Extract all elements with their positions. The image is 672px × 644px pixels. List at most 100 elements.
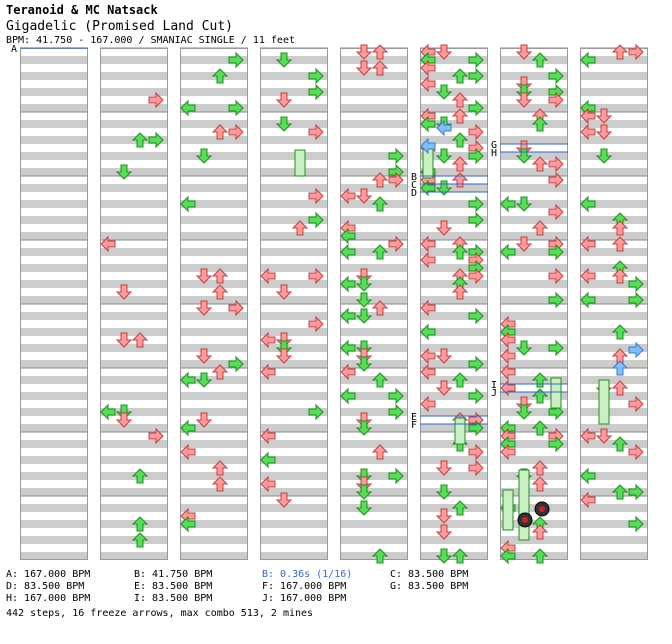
step-arrow bbox=[131, 468, 149, 484]
measure-stripe bbox=[420, 104, 488, 112]
step-arrow bbox=[435, 548, 453, 564]
step-arrow bbox=[500, 195, 516, 213]
step-arrow bbox=[468, 267, 484, 285]
legend-d: D: 83.500 BPM bbox=[6, 581, 85, 592]
step-arrow bbox=[195, 300, 213, 316]
measure-stripe bbox=[260, 280, 328, 288]
step-arrow bbox=[548, 203, 564, 221]
step-arrow bbox=[275, 492, 293, 508]
step-arrow bbox=[468, 147, 484, 165]
measure-stripe bbox=[20, 344, 88, 352]
measure-stripe bbox=[420, 56, 488, 64]
legend-f: F: 167.000 BPM bbox=[262, 581, 347, 592]
step-arrow bbox=[115, 332, 133, 348]
measure-stripe bbox=[580, 392, 648, 400]
step-arrow bbox=[308, 83, 324, 101]
step-arrow bbox=[580, 267, 596, 285]
blue-arrow bbox=[628, 341, 644, 359]
measure-stripe bbox=[260, 72, 328, 80]
measure-stripe bbox=[580, 152, 648, 160]
step-arrow bbox=[195, 372, 213, 388]
step-arrow bbox=[515, 92, 533, 108]
step-arrow bbox=[371, 44, 389, 60]
step-arrow bbox=[451, 92, 469, 108]
measure-stripe bbox=[500, 184, 568, 192]
measure-stripe bbox=[180, 216, 248, 224]
step-arrow bbox=[435, 460, 453, 476]
blue-arrow bbox=[611, 360, 629, 376]
measure-stripe bbox=[260, 472, 328, 480]
step-arrow bbox=[371, 548, 389, 564]
measure-stripe bbox=[260, 200, 328, 208]
step-arrow bbox=[420, 347, 436, 365]
measure-stripe bbox=[500, 104, 568, 112]
measure-stripe bbox=[500, 488, 568, 496]
step-arrow bbox=[260, 451, 276, 469]
measure-stripe bbox=[100, 200, 168, 208]
measure-stripe bbox=[260, 56, 328, 64]
measure-stripe bbox=[420, 456, 488, 464]
measure-stripe bbox=[580, 296, 648, 304]
legend-i: I: 83.500 BPM bbox=[134, 593, 213, 604]
step-arrow bbox=[628, 291, 644, 309]
step-arrow bbox=[548, 91, 564, 109]
step-arrow bbox=[595, 108, 613, 124]
step-arrow bbox=[211, 124, 229, 140]
measure-stripe bbox=[100, 328, 168, 336]
measure-stripe bbox=[260, 264, 328, 272]
step-arrow bbox=[468, 51, 484, 69]
step-arrow bbox=[115, 284, 133, 300]
step-arrow bbox=[435, 84, 453, 100]
step-arrow bbox=[548, 267, 564, 285]
freeze-arrow bbox=[294, 149, 306, 177]
legend-g: G: 83.500 BPM bbox=[390, 581, 469, 592]
step-arrow bbox=[148, 427, 164, 445]
step-arrow bbox=[531, 548, 549, 564]
measure-stripe bbox=[100, 376, 168, 384]
measure-stripe bbox=[260, 552, 328, 560]
step-arrow bbox=[355, 308, 373, 324]
step-arrow bbox=[371, 60, 389, 76]
step-arrow bbox=[308, 315, 324, 333]
step-arrow bbox=[355, 484, 373, 500]
song-artist: Teranoid & MC Natsack bbox=[6, 3, 158, 17]
step-arrow bbox=[420, 235, 436, 253]
step-arrow bbox=[515, 404, 533, 420]
step-arrow bbox=[451, 372, 469, 388]
step-arrow bbox=[388, 387, 404, 405]
column-border bbox=[580, 48, 648, 560]
measure-stripe bbox=[100, 248, 168, 256]
measure-stripe bbox=[100, 88, 168, 96]
measure-stripe bbox=[340, 488, 408, 496]
measure-stripe bbox=[260, 488, 328, 496]
step-arrow bbox=[420, 251, 436, 269]
step-arrow bbox=[195, 268, 213, 284]
measure-stripe bbox=[20, 376, 88, 384]
step-arrow bbox=[340, 307, 356, 325]
measure-stripe bbox=[20, 504, 88, 512]
step-arrow bbox=[388, 403, 404, 421]
measure-stripe bbox=[340, 296, 408, 304]
step-arrow bbox=[371, 196, 389, 212]
measure-stripe bbox=[100, 488, 168, 496]
step-arrow bbox=[371, 244, 389, 260]
measure-stripe bbox=[580, 472, 648, 480]
measure-stripe bbox=[340, 536, 408, 544]
measure-stripe bbox=[340, 136, 408, 144]
legend-b: B: 41.750 BPM bbox=[134, 569, 213, 580]
step-arrow bbox=[388, 235, 404, 253]
measure-stripe bbox=[20, 440, 88, 448]
measure-stripe bbox=[500, 168, 568, 176]
step-arrow bbox=[451, 108, 469, 124]
step-arrow bbox=[420, 363, 436, 381]
step-arrow bbox=[435, 348, 453, 364]
step-arrow bbox=[388, 467, 404, 485]
measure-stripe bbox=[500, 280, 568, 288]
chart-column bbox=[500, 44, 568, 565]
measure-stripe bbox=[420, 184, 488, 192]
measure-stripe bbox=[420, 264, 488, 272]
step-arrow bbox=[468, 123, 484, 141]
step-arrow bbox=[611, 236, 629, 252]
measure-stripe bbox=[500, 296, 568, 304]
measure-stripe bbox=[420, 312, 488, 320]
